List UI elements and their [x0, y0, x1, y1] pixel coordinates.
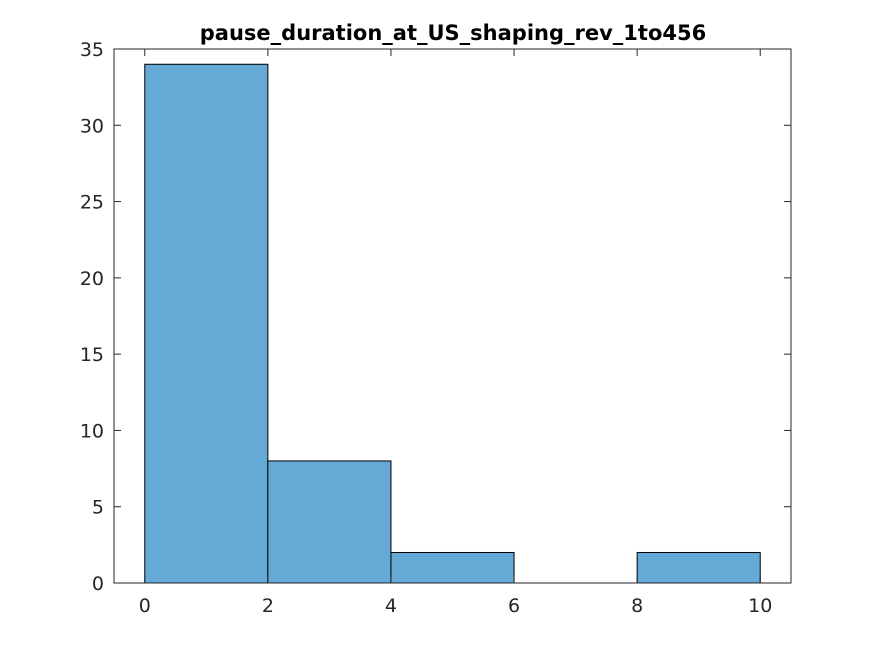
- y-tick-label: 30: [80, 115, 104, 137]
- x-tick-label: 6: [508, 595, 520, 617]
- y-tick-label: 0: [92, 573, 104, 595]
- y-tick-label: 5: [92, 497, 104, 519]
- axes-box: [113, 48, 792, 584]
- x-tick-label: 2: [262, 595, 274, 617]
- histogram-bar-3: [390, 551, 515, 584]
- x-tick-label: 0: [139, 595, 151, 617]
- chart-title: pause_duration_at_US_shaping_rev_1to456: [200, 21, 706, 45]
- histogram-bar-1: [144, 63, 269, 584]
- x-tick-label: 8: [631, 595, 643, 617]
- y-tick-label: 35: [80, 39, 104, 61]
- y-tick-label: 10: [80, 420, 104, 442]
- histogram-bar-2: [267, 460, 392, 584]
- histogram-bar-5: [636, 551, 761, 584]
- y-tick-label: 25: [80, 192, 104, 214]
- y-tick-label: 15: [80, 344, 104, 366]
- x-tick-label: 10: [748, 595, 772, 617]
- y-tick-label: 20: [80, 268, 104, 290]
- x-tick-label: 4: [385, 595, 397, 617]
- plot-area: 0 2 4 6 8 10 0 5 10 15 20 25 30 35: [80, 39, 792, 617]
